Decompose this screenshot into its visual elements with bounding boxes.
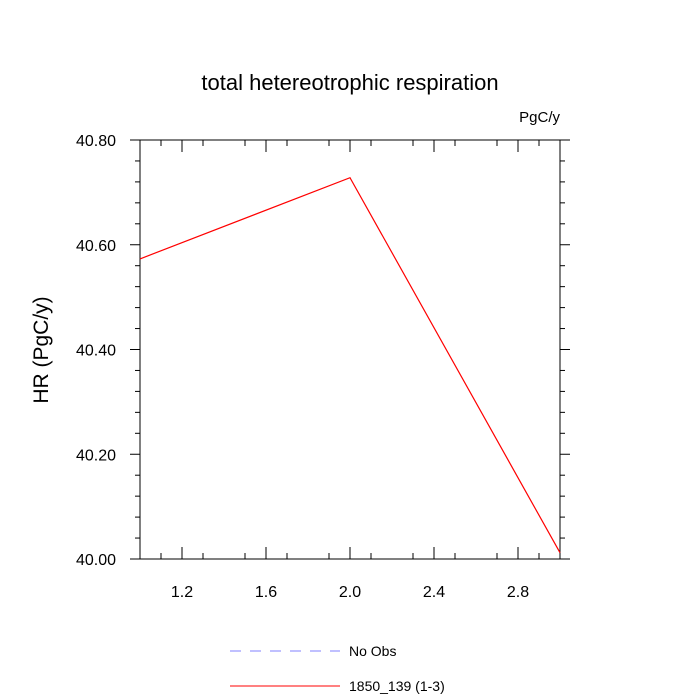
x-tick-label: 2.8 [507, 584, 529, 601]
y-axis-label: HR (PgC/y) [30, 296, 53, 403]
y-tick-label: 40.60 [76, 238, 116, 255]
series-group [139, 176, 561, 554]
x-tick-label: 2.0 [339, 584, 361, 601]
y-tick-label: 40.20 [76, 447, 116, 464]
legend-label: No Obs [349, 643, 396, 659]
axis-ticks: 1.2 1.6 2.0 2.4 2.8 40.00 40.20 40.40 40.60 40.80 [76, 133, 570, 601]
series-line [139, 176, 561, 554]
chart-title: total hetereotrophic respiration [201, 70, 498, 95]
plot-frame [139, 139, 561, 560]
y-tick-label: 40.40 [76, 343, 116, 360]
legend: No Obs 1850_139 (1-3) [230, 643, 445, 694]
x-tick-label: 1.2 [171, 584, 193, 601]
x-tick-label: 1.6 [255, 584, 277, 601]
x-tick-label: 2.4 [423, 584, 445, 601]
units-label: PgC/y [519, 109, 560, 126]
legend-label: 1850_139 (1-3) [349, 678, 445, 694]
y-tick-label: 40.80 [76, 133, 116, 150]
y-tick-label: 40.00 [76, 552, 116, 569]
